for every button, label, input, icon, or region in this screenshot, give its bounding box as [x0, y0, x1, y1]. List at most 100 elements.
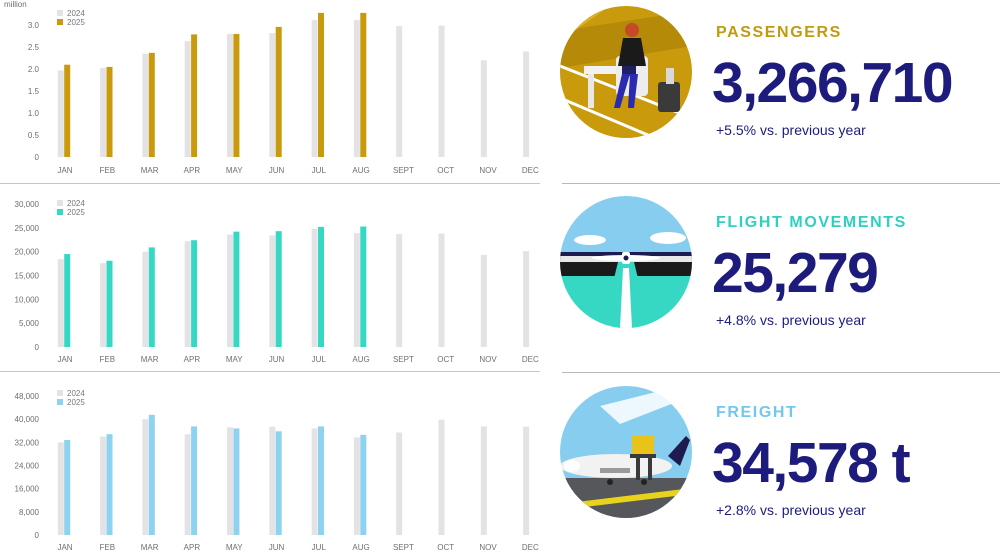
x-tick-label: MAR	[141, 166, 159, 175]
x-tick-label: AUG	[352, 355, 369, 364]
x-tick-label: MAY	[226, 543, 243, 552]
bar-2024-may	[227, 234, 233, 347]
bar-2025-jun	[275, 431, 282, 535]
bar-2025-mar	[148, 414, 155, 535]
bar-2024-jan	[57, 442, 64, 535]
bar-2025-jun	[275, 231, 282, 347]
y-tick-label: 0	[35, 343, 40, 352]
x-tick-label: JAN	[57, 355, 72, 364]
bar-2024-dec	[523, 51, 530, 157]
bar-2025-aug	[360, 434, 367, 535]
stat-change: +5.5% vs. previous year	[716, 122, 866, 138]
bar-2025-may	[233, 33, 240, 157]
x-tick-label: JUN	[269, 355, 285, 364]
bar-2024-jun	[269, 235, 276, 347]
bar-2025-feb	[106, 66, 113, 157]
legend-label: 2024	[67, 389, 85, 398]
bar-2024-apr	[184, 241, 191, 347]
stat-change: +4.8% vs. previous year	[716, 312, 866, 328]
x-tick-label: DEC	[522, 543, 539, 552]
y-tick-label: 10,000	[15, 295, 40, 304]
legend-label: 2025	[67, 208, 85, 217]
cargo-plane-illustration	[560, 386, 692, 518]
y-tick-label: 3.0	[28, 21, 40, 30]
bar-2025-jan	[64, 64, 71, 157]
passenger-illustration	[560, 6, 692, 138]
x-tick-label: NOV	[479, 166, 497, 175]
bar-2024-may	[227, 33, 233, 157]
y-tick-label: 30,000	[15, 200, 40, 209]
y-tick-label: 0.5	[28, 131, 40, 140]
chart-divider	[0, 371, 540, 372]
freight-chart: 0 8,000 16,000 24,000 32,000 40,000 48,000 JAN F…	[0, 380, 545, 558]
bar-2024-nov	[480, 255, 487, 347]
bar-2025-may	[233, 231, 240, 347]
bar-2024-oct	[438, 419, 445, 535]
y-tick-label: 24,000	[15, 462, 40, 471]
bar-2024-aug	[353, 437, 360, 535]
stat-value: 34,578 t	[712, 431, 911, 495]
bar-2025-feb	[106, 260, 113, 347]
x-tick-label: NOV	[479, 543, 497, 552]
bar-2024-aug	[353, 19, 360, 158]
bar-2025-jan	[64, 254, 71, 347]
flight-movements-stat: FLIGHT MOVEMENTS 25,279 +4.8% vs. previo…	[558, 190, 1000, 365]
legend-label: 2024	[67, 199, 85, 208]
passengers-chart-svg: million 0 0.5 1.0 1.5 2.0 2.5 3.0 JAN FEB MAR APR MA…	[4, 0, 539, 175]
stat-value: 3,266,710	[712, 51, 954, 115]
legend-swatch	[57, 209, 63, 215]
y-tick-label: 1.0	[28, 109, 40, 118]
bar-2025-apr	[191, 34, 198, 158]
bar-2024-dec	[523, 251, 530, 347]
x-tick-label: SEPT	[393, 355, 414, 364]
bar-2024-mar	[142, 251, 149, 347]
legend-swatch	[57, 399, 63, 405]
x-tick-label: FEB	[100, 355, 116, 364]
bar-2025-mar	[148, 52, 155, 158]
x-tick-label: JUL	[312, 355, 327, 364]
y-tick-label: 15,000	[15, 272, 40, 281]
x-tick-label: MAY	[226, 166, 243, 175]
passengers-chart: million 0 0.5 1.0 1.5 2.0 2.5 3.0 JAN FEB MAR APR MA…	[0, 0, 545, 182]
x-tick-label: JAN	[57, 543, 72, 552]
bar-2024-jun	[269, 426, 276, 535]
x-tick-label: JAN	[57, 166, 72, 175]
bar-2024-sept	[396, 26, 403, 157]
x-tick-label: AUG	[352, 543, 369, 552]
flight-movements-chart: 0 5,000 10,000 15,000 20,000 25,000 30,000 JAN F…	[0, 190, 545, 370]
bar-2024-apr	[184, 434, 191, 535]
bar-2024-feb	[100, 436, 107, 535]
stat-title: FLIGHT MOVEMENTS	[716, 214, 907, 231]
y-tick-label: 32,000	[15, 438, 40, 447]
bar-2024-aug	[353, 233, 360, 347]
bar-2025-jul	[318, 426, 324, 535]
x-tick-label: NOV	[479, 355, 497, 364]
legend-swatch	[57, 200, 63, 206]
x-tick-label: FEB	[100, 543, 116, 552]
x-tick-label: APR	[184, 355, 201, 364]
y-tick-label: 5,000	[19, 319, 40, 328]
legend-swatch	[57, 10, 63, 16]
x-tick-label: AUG	[352, 166, 369, 175]
stat-change: +2.8% vs. previous year	[716, 502, 866, 518]
x-tick-label: DEC	[522, 355, 539, 364]
bar-2025-jul	[318, 226, 324, 347]
y-tick-label: 0	[35, 153, 40, 162]
bar-2024-mar	[142, 419, 149, 535]
bar-2024-jul	[311, 428, 318, 535]
y-tick-label: 40,000	[15, 415, 40, 424]
y-tick-label: 48,000	[15, 392, 40, 401]
x-tick-label: APR	[184, 543, 201, 552]
legend-label: 2025	[67, 18, 85, 27]
bar-2025-jan	[64, 440, 71, 535]
bar-2024-nov	[480, 426, 487, 535]
bar-2025-apr	[191, 240, 198, 347]
bar-2025-aug	[360, 226, 367, 347]
bar-2024-oct	[438, 25, 445, 157]
bar-2025-aug	[360, 12, 367, 158]
bar-2024-apr	[184, 41, 191, 157]
y-tick-label: 0	[35, 531, 40, 540]
x-tick-label: OCT	[437, 355, 454, 364]
bar-2025-feb	[106, 434, 113, 535]
unit-label: million	[4, 0, 27, 9]
